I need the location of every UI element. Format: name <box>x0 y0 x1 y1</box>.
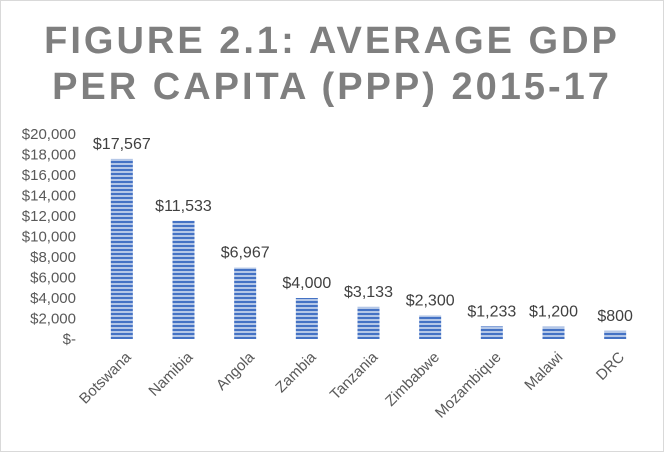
y-tick-label: $6,000 <box>30 270 76 287</box>
x-category-label: Malawi <box>521 349 566 394</box>
x-category-label: Angola <box>213 348 259 394</box>
x-category-label: DRC <box>593 349 628 384</box>
y-tick-label: $14,000 <box>22 188 76 205</box>
y-tick-label: $10,000 <box>22 229 76 246</box>
y-tick-label: $2,000 <box>30 311 76 328</box>
data-label: $3,133 <box>344 284 393 301</box>
data-label: $6,967 <box>221 245 270 262</box>
x-category-label: Tanzania <box>327 348 382 403</box>
data-label: $17,567 <box>93 136 151 153</box>
bar <box>357 306 380 339</box>
data-labels-group: $17,567 $11,533 $6,967 $4,000 $3,133 $2,300 $1… <box>93 136 633 325</box>
data-label: $11,533 <box>155 198 212 215</box>
bar <box>604 330 627 339</box>
y-axis: $- $2,000 $4,000 $6,000 $8,000 $10,000 $12,000… <box>22 126 76 348</box>
bars-group <box>110 158 627 339</box>
x-category-label: Zimbabwe <box>382 349 443 410</box>
bar <box>480 326 503 339</box>
data-label: $800 <box>597 308 633 325</box>
data-label: $2,300 <box>406 292 455 309</box>
y-tick-label: $16,000 <box>22 167 76 184</box>
y-tick-label: $- <box>63 331 76 348</box>
x-category-label: Mozambique <box>432 349 505 422</box>
bar <box>542 326 565 339</box>
data-label: $1,200 <box>529 304 578 321</box>
data-label: $1,233 <box>467 303 516 320</box>
bar <box>295 298 318 339</box>
x-category-label: Zambia <box>272 348 320 396</box>
y-tick-label: $20,000 <box>22 126 76 143</box>
y-tick-label: $4,000 <box>30 290 76 307</box>
x-category-label: Botswana <box>76 348 135 407</box>
bar <box>172 220 195 339</box>
bar <box>419 315 442 339</box>
y-tick-label: $8,000 <box>30 249 76 266</box>
y-tick-label: $18,000 <box>22 147 76 164</box>
x-category-label: Namibia <box>145 348 196 399</box>
chart-title-line-2: PER CAPITA (PPP) 2015-17 <box>52 66 612 108</box>
bar <box>110 158 133 339</box>
x-axis: Botswana Namibia Angola Zambia Tanzania Zimba… <box>76 348 628 421</box>
bar <box>234 267 257 339</box>
chart-title-line-1: FIGURE 2.1: AVERAGE GDP <box>44 20 620 62</box>
data-label: $4,000 <box>282 275 331 292</box>
y-tick-label: $12,000 <box>22 208 76 225</box>
